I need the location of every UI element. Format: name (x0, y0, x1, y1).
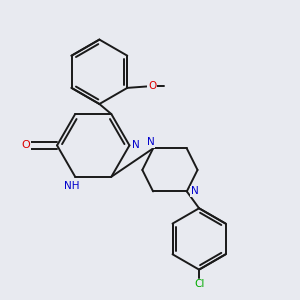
Text: N: N (132, 140, 140, 150)
Text: Cl: Cl (194, 279, 204, 289)
Text: N: N (190, 186, 198, 197)
Text: N: N (147, 137, 154, 147)
Text: O: O (148, 81, 157, 92)
Text: O: O (21, 140, 30, 150)
Text: NH: NH (64, 181, 80, 191)
